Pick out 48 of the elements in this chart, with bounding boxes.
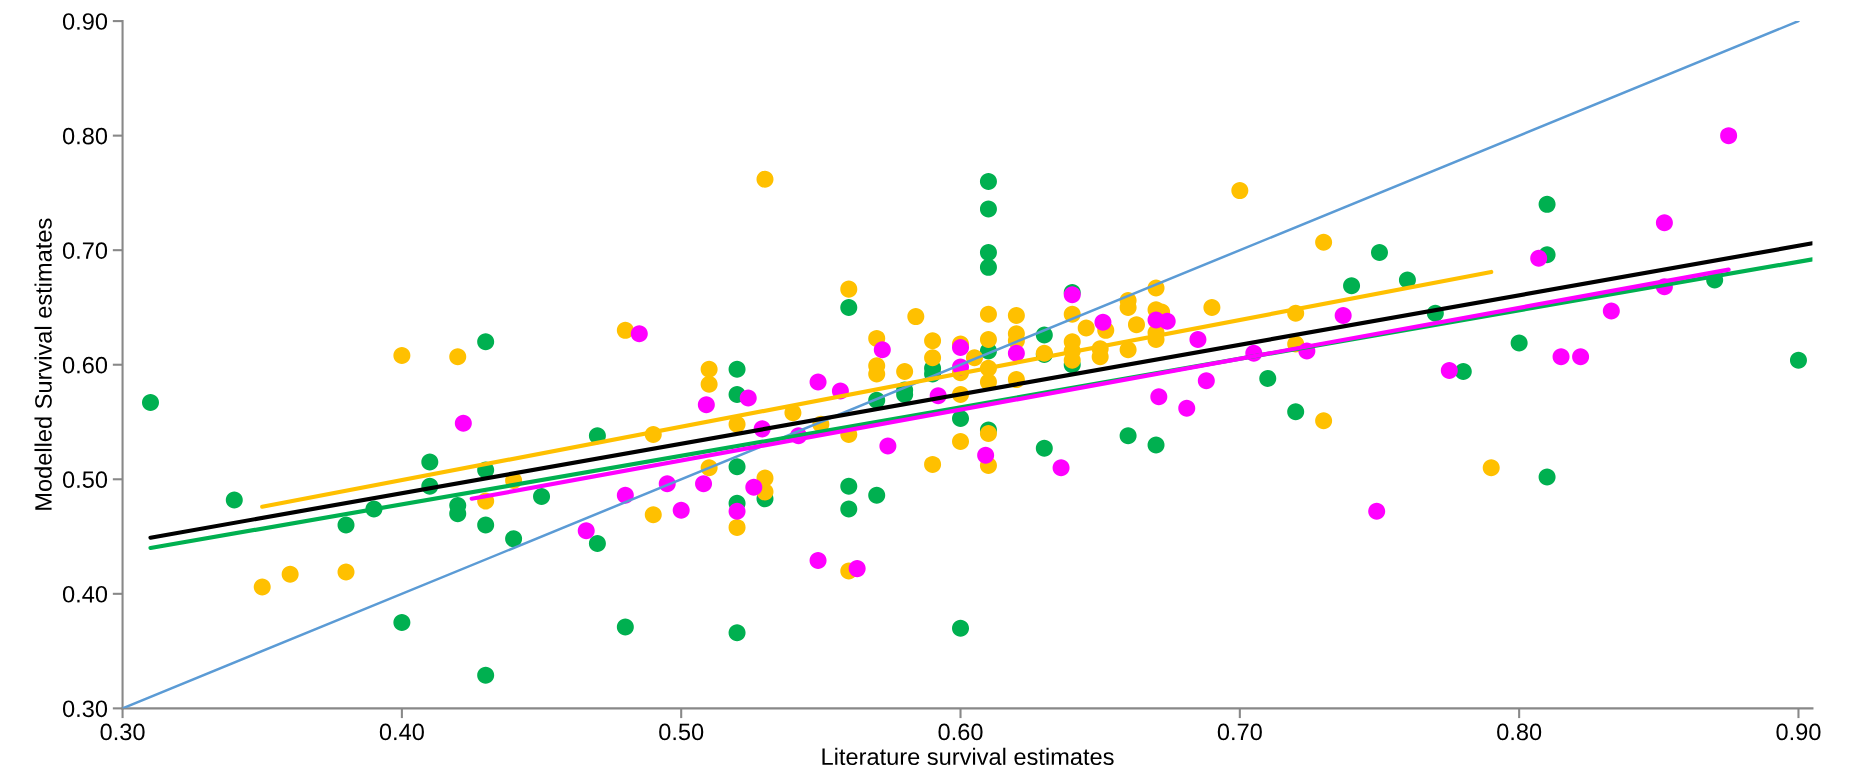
- x-tick-label: 0.30: [100, 723, 145, 741]
- y-tick-label: 0.80: [62, 127, 108, 145]
- point: [672, 501, 690, 519]
- y-tick-label: 0.50: [62, 471, 108, 489]
- point: [1655, 214, 1673, 232]
- point: [873, 341, 891, 359]
- point: [1720, 127, 1738, 145]
- point: [1150, 388, 1168, 406]
- point: [809, 552, 827, 570]
- y-tick-label: 0.30: [62, 700, 108, 718]
- point: [1552, 348, 1570, 366]
- point: [739, 389, 757, 407]
- point: [1094, 313, 1112, 331]
- point: [1368, 502, 1386, 520]
- y-tick-label: 0.60: [62, 356, 108, 374]
- point: [1007, 344, 1025, 362]
- point: [809, 373, 827, 391]
- point: [695, 475, 713, 493]
- point: [848, 560, 866, 578]
- y-tick-label: 0.40: [62, 585, 108, 603]
- point: [745, 478, 763, 496]
- point: [697, 396, 715, 414]
- point: [1197, 372, 1215, 390]
- point: [1334, 306, 1352, 324]
- point: [577, 522, 595, 540]
- point: [1530, 249, 1548, 267]
- point: [630, 325, 648, 343]
- point: [1602, 302, 1620, 320]
- point: [952, 339, 970, 357]
- point: [1189, 331, 1207, 349]
- x-axis-title: Literature survival estimates: [822, 747, 1114, 766]
- point: [879, 437, 897, 455]
- y-axis-title: Modelled Survival estimates: [34, 218, 52, 510]
- point: [454, 414, 472, 432]
- point: [728, 502, 746, 520]
- point: [1178, 399, 1196, 417]
- x-tick-label: 0.80: [1497, 723, 1542, 741]
- x-tick-label: 0.60: [938, 723, 983, 741]
- point: [1440, 361, 1458, 379]
- x-tick-label: 0.70: [1217, 723, 1262, 741]
- x-tick-label: 0.50: [659, 723, 704, 741]
- point: [1052, 459, 1070, 477]
- x-tick-label: 0.90: [1776, 723, 1821, 741]
- point: [1572, 348, 1590, 366]
- x-tick-label: 0.40: [379, 723, 424, 741]
- point: [977, 446, 995, 464]
- y-tick-label: 0.70: [62, 242, 108, 259]
- y-tick-label: 0.90: [62, 13, 108, 30]
